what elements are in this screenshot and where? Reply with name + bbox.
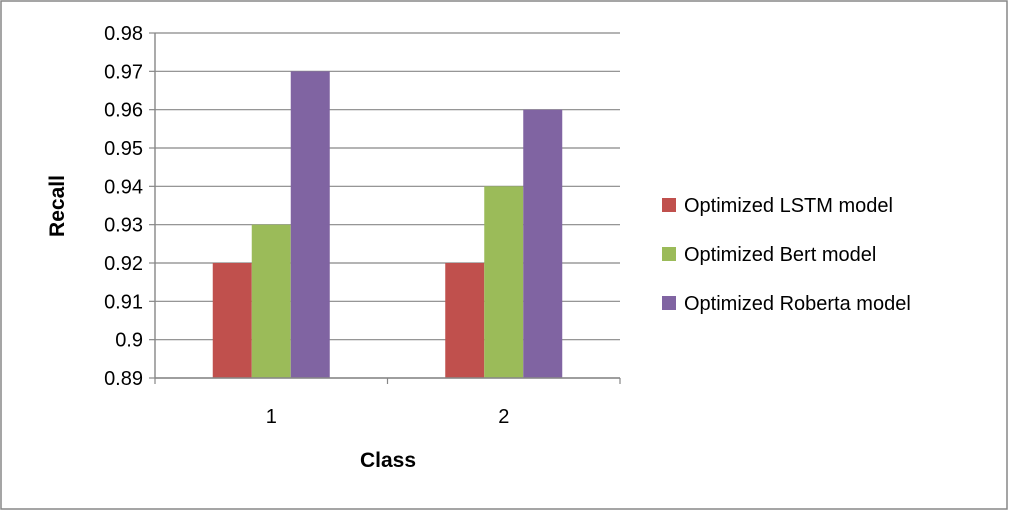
bar-1-class-2: [445, 263, 485, 378]
bar-1-class-1: [212, 263, 252, 378]
legend-swatch: [662, 296, 676, 310]
y-tick-label: 0.97: [104, 61, 143, 83]
y-tick-label: 0.95: [104, 138, 143, 160]
bar-2-class-1: [251, 224, 291, 378]
y-tick-label: 0.92: [104, 253, 143, 275]
legend: Optimized LSTM model Optimized Bert model…: [662, 195, 911, 315]
x-axis-title: Class: [360, 449, 416, 472]
y-tick-label: 0.93: [104, 215, 143, 237]
legend-label: Optimized LSTM model: [684, 195, 893, 217]
y-tick-labels: 0.89 0.9 0.91 0.92 0.93 0.94 0.95 0.96 0.97 0.98: [104, 23, 143, 390]
y-tick-label: 0.9: [115, 330, 143, 352]
y-tick-label: 0.96: [104, 100, 143, 122]
bar-3-class-1: [290, 71, 330, 378]
y-tick-label: 0.89: [104, 368, 143, 390]
legend-swatch: [662, 247, 676, 261]
y-tick-label: 0.94: [104, 176, 143, 198]
legend-label: Optimized Bert model: [684, 244, 876, 266]
bar-2-class-2: [484, 186, 524, 378]
x-tick-label: 1: [266, 406, 277, 428]
bars: [212, 71, 563, 379]
legend-swatch: [662, 198, 676, 212]
y-tick-label: 0.98: [104, 23, 143, 45]
bar-3-class-2: [523, 109, 563, 379]
legend-label: Optimized Roberta model: [684, 293, 911, 315]
axes: [154, 33, 621, 384]
y-axis-title: Recall: [46, 175, 69, 237]
y-tick-label: 0.91: [104, 291, 143, 313]
x-tick-label: 2: [498, 406, 509, 428]
